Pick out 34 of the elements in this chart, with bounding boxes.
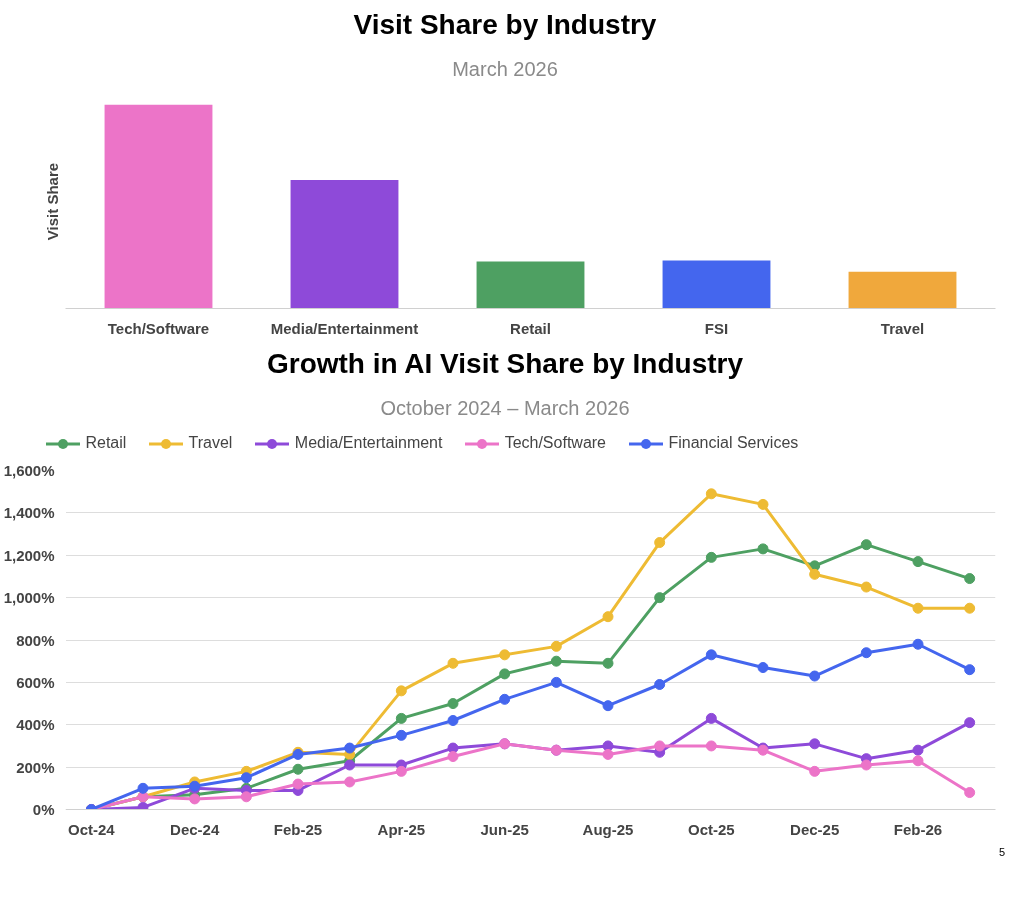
legend-label: Financial Services bbox=[668, 434, 799, 452]
y-tick-label: 1,200% bbox=[3, 546, 55, 564]
x-tick-label: Retail bbox=[510, 319, 551, 337]
y-tick-label: 800% bbox=[16, 631, 55, 649]
x-tick-label: Travel bbox=[880, 319, 925, 337]
x-tick-label: Feb-25 bbox=[273, 820, 323, 838]
legend-label: Travel bbox=[188, 434, 233, 452]
chart-title: Visit Share by Industry bbox=[353, 8, 657, 42]
x-tick-label: Dec-24 bbox=[170, 820, 220, 838]
x-tick-label: Media/Entertainment bbox=[270, 319, 419, 337]
y-tick-label: 400% bbox=[16, 716, 55, 734]
y-tick-label: 0% bbox=[32, 800, 55, 818]
y-tick-label: 1,400% bbox=[3, 504, 55, 522]
chart-subtitle: October 2024 – March 2026 bbox=[380, 395, 630, 421]
x-tick-label: Oct-25 bbox=[687, 820, 735, 838]
y-tick-label: 600% bbox=[16, 673, 55, 691]
x-tick-label: FSI bbox=[704, 319, 729, 337]
y-tick-label: 1,000% bbox=[3, 589, 55, 607]
text: 5 bbox=[998, 844, 1005, 860]
legend-label: Retail bbox=[85, 434, 127, 452]
x-tick-label: Apr-25 bbox=[377, 820, 426, 838]
x-tick-label: Aug-25 bbox=[582, 820, 634, 838]
y-tick-label: 200% bbox=[16, 758, 55, 776]
x-tick-label: Tech/Software bbox=[107, 319, 210, 337]
chart-subtitle: March 2026 bbox=[452, 57, 558, 82]
x-tick-label: Jun-25 bbox=[480, 820, 529, 838]
legend-label: Media/Entertainment bbox=[294, 434, 443, 452]
x-tick-label: Dec-25 bbox=[790, 820, 840, 838]
y-axis-title: Visit Share bbox=[43, 162, 61, 240]
x-tick-label: Oct-24 bbox=[67, 820, 116, 838]
y-tick-label: 1,600% bbox=[3, 461, 55, 479]
legend-label: Tech/Software bbox=[504, 434, 607, 452]
chart-title: Growth in AI Visit Share by Industry bbox=[266, 346, 744, 381]
x-tick-label: Feb-26 bbox=[893, 820, 943, 838]
